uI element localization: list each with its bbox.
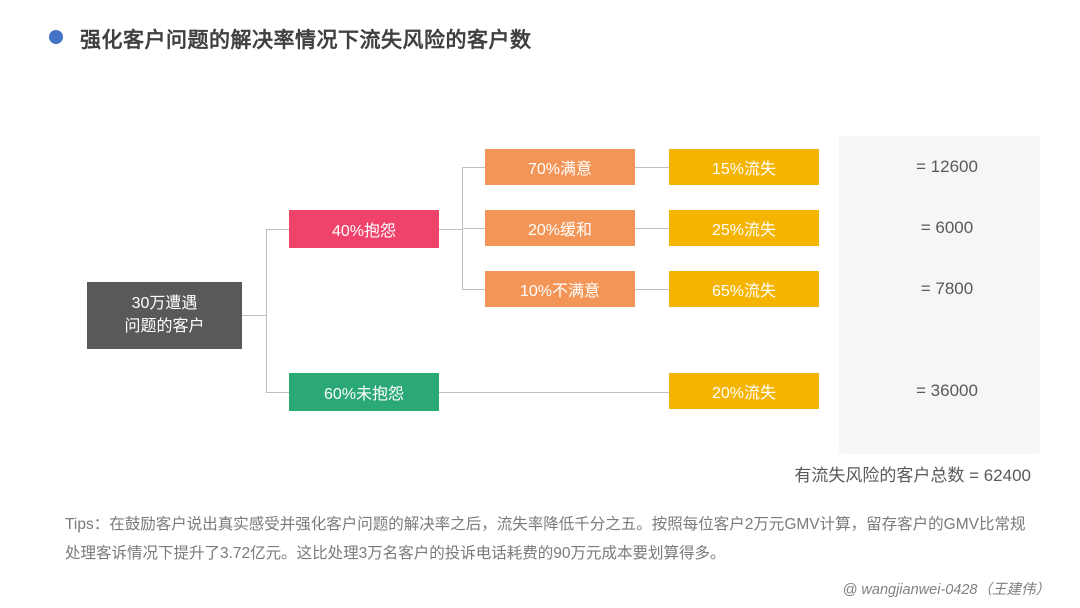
result-eq-2: = 7800: [862, 271, 1032, 307]
result-eq-0: = 12600: [862, 149, 1032, 185]
connector: [439, 392, 669, 393]
result-eq-3: = 36000: [862, 373, 1032, 409]
summary-total: 有流失风险的客户总数 = 62400: [794, 461, 1031, 486]
title-bullet: [49, 30, 63, 44]
node-churn-0: 15%流失: [669, 149, 819, 185]
node-churn-1: 25%流失: [669, 210, 819, 246]
connector: [462, 228, 485, 229]
connector: [266, 229, 289, 230]
node-nocomplain: 60%未抱怨: [289, 373, 439, 411]
node-mid-1: 20%缓和: [485, 210, 635, 246]
node-root-line2: 问题的客户: [124, 316, 204, 338]
node-churn-3: 20%流失: [669, 373, 819, 409]
connector: [462, 167, 485, 168]
connector: [635, 289, 669, 290]
node-mid-2: 10%不满意: [485, 271, 635, 307]
node-complain: 40%抱怨: [289, 210, 439, 248]
node-churn-2: 65%流失: [669, 271, 819, 307]
connector: [266, 392, 289, 393]
connector: [439, 229, 462, 230]
connector: [242, 315, 266, 316]
node-mid-0: 70%满意: [485, 149, 635, 185]
connector: [635, 228, 669, 229]
result-eq-1: = 6000: [862, 210, 1032, 246]
connector: [462, 289, 485, 290]
slide-title: 强化客户问题的解决率情况下流失风险的客户数: [80, 24, 532, 54]
author-credit: @ wangjianwei-0428（王建伟）: [843, 578, 1050, 599]
connector: [266, 229, 267, 393]
node-root-line1: 30万遭遇: [132, 293, 198, 315]
connector: [635, 167, 669, 168]
tips-paragraph: Tips：在鼓励客户说出真实感受并强化客户问题的解决率之后，流失率降低千分之五。…: [65, 511, 1031, 568]
node-root: 30万遭遇 问题的客户: [87, 282, 242, 349]
